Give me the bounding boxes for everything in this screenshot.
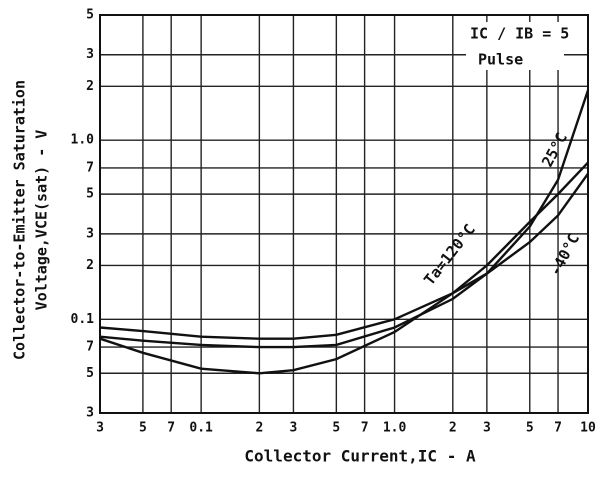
annotation: Pulse [478,51,523,69]
y-tick-label: 1.0 [71,133,95,148]
y-tick-label: 3 [86,47,94,62]
x-tick-label: 0.1 [189,421,213,436]
x-tick-label: 3 [290,421,298,436]
x-tick-label: 2 [255,421,263,436]
series-label: 25°C [538,130,571,170]
annotation: IC / IB = 5 [470,25,569,43]
curve [99,173,589,340]
y-tick-label: 2 [86,258,94,273]
y-tick-label: 5 [86,366,94,381]
y-tick-label: 7 [86,340,94,355]
series-label: -40°C [546,231,583,279]
plot-frame [99,14,589,414]
y-tick-label: 0.1 [71,312,95,327]
y-axis-label: Collector-to-Emitter Saturation [11,80,29,360]
annotation-box [466,22,564,70]
y-tick-label: 7 [86,160,94,175]
y-tick-label: 2 [86,79,94,94]
x-tick-label: 10 [580,421,596,436]
x-tick-label: 7 [554,421,562,436]
x-tick-label: 2 [449,421,457,436]
x-tick-label: 3 [483,421,491,436]
y-tick-label: 3 [86,406,94,421]
x-axis-label: Collector Current,IC - A [244,447,476,466]
x-tick-label: 1.0 [383,421,407,436]
x-tick-label: 7 [167,421,175,436]
x-tick-label: 5 [139,421,147,436]
x-tick-label: 3 [96,421,104,436]
curve [99,89,590,349]
y-tick-label: 5 [86,187,94,202]
y-axis-label: Voltage,VCE(sat) - V [33,130,51,311]
y-tick-label: 3 [86,226,94,241]
x-tick-label: 5 [526,421,534,436]
x-tick-label: 5 [332,421,340,436]
x-tick-label: 7 [361,421,369,436]
y-tick-label: 5 [86,8,94,23]
